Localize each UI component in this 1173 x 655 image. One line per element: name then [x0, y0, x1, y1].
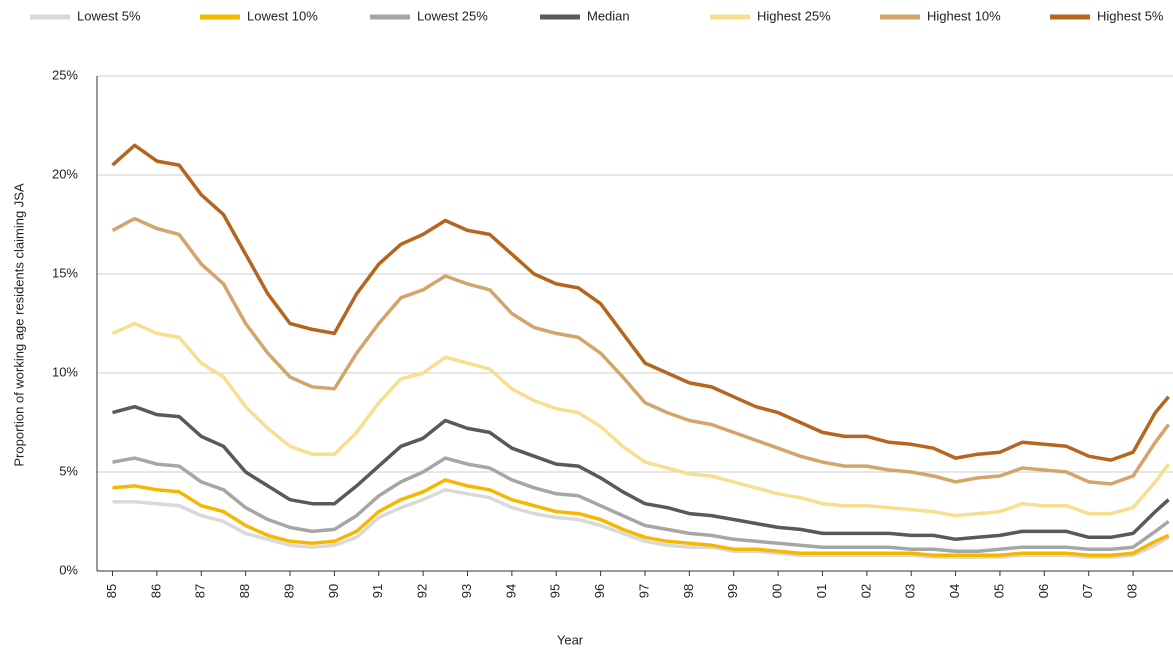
x-tick-label: 99: [725, 584, 740, 598]
series-line: [112, 488, 1170, 559]
x-tick-label: 07: [1080, 584, 1095, 598]
x-tick-label: 89: [281, 584, 296, 598]
y-tick-label: 20%: [52, 166, 78, 181]
x-tick-label: 86: [148, 584, 163, 598]
legend-label: Lowest 25%: [417, 8, 488, 23]
x-tick-label: 93: [459, 584, 474, 598]
series-line: [111, 216, 1171, 486]
x-tick-label: 90: [326, 584, 341, 598]
x-tick-label: 06: [1036, 584, 1051, 598]
series-line: [112, 404, 1170, 542]
series-line: [111, 143, 1170, 462]
series-line: [112, 478, 1170, 557]
x-tick-label: 85: [104, 584, 119, 598]
x-tick-label: 03: [903, 584, 918, 598]
x-tick-label: 97: [636, 584, 651, 598]
x-tick-label: 94: [503, 584, 518, 598]
y-tick-label: 25%: [52, 67, 78, 82]
x-tick-label: 08: [1125, 584, 1140, 598]
legend-label: Median: [587, 8, 630, 23]
x-tick-label: 00: [770, 584, 785, 598]
y-tick-label: 10%: [52, 364, 78, 379]
legend-label: Highest 25%: [757, 8, 831, 23]
x-tick-label: 01: [814, 584, 829, 598]
series-line: [111, 321, 1171, 518]
legend-label: Highest 5%: [1097, 8, 1164, 23]
x-axis-title: Year: [557, 632, 584, 647]
x-tick-label: 02: [858, 584, 873, 598]
x-tick-label: 05: [991, 584, 1006, 598]
y-tick-label: 0%: [59, 562, 78, 577]
x-tick-label: 04: [947, 584, 962, 598]
x-tick-label: 95: [548, 584, 563, 598]
x-tick-label: 96: [592, 584, 607, 598]
x-tick-label: 87: [193, 584, 208, 598]
legend-label: Highest 10%: [927, 8, 1001, 23]
legend-label: Lowest 5%: [77, 8, 141, 23]
x-tick-label: 88: [237, 584, 252, 598]
x-tick-label: 92: [415, 584, 430, 598]
x-tick-label: 98: [681, 584, 696, 598]
series-line: [112, 456, 1170, 553]
y-tick-label: 15%: [52, 265, 78, 280]
y-axis-title: Proportion of working age residents clai…: [11, 183, 26, 467]
y-tick-label: 5%: [59, 463, 78, 478]
legend-label: Lowest 10%: [247, 8, 318, 23]
x-tick-label: 91: [370, 584, 385, 598]
